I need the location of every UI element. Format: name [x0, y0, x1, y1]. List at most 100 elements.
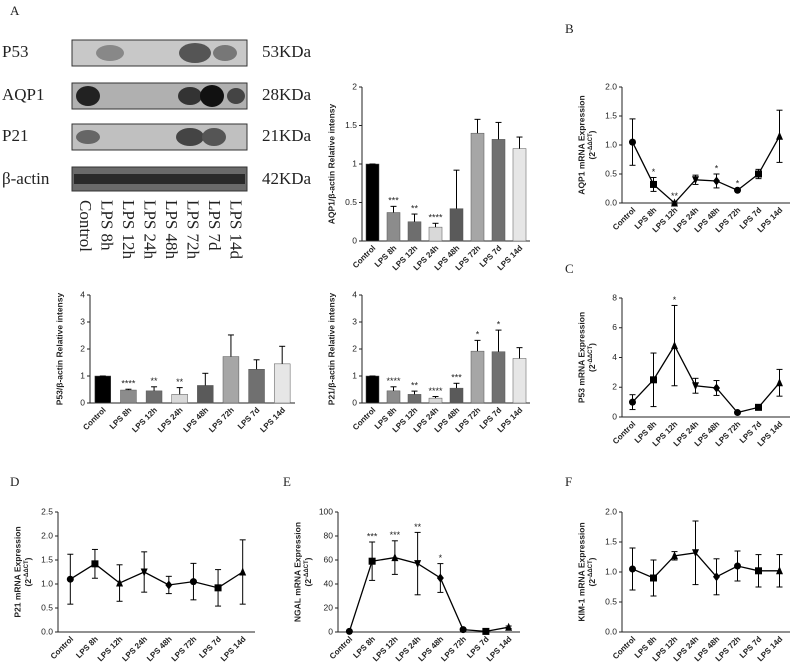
- panel-label: A: [10, 3, 20, 18]
- lane-label: LPS 72h: [184, 200, 203, 260]
- significance: ****: [121, 379, 136, 389]
- marker: [692, 549, 699, 558]
- bar: [428, 397, 443, 404]
- unit-part: -ΔΔCT: [588, 133, 594, 152]
- marker: [165, 580, 173, 590]
- x-tick-label: LPS 48h: [145, 634, 174, 663]
- bar: [273, 363, 291, 404]
- band: [213, 45, 237, 61]
- size-label: 53KDa: [262, 42, 312, 61]
- marker: [755, 170, 762, 178]
- band: [96, 45, 124, 61]
- y-tick-label: 3: [352, 316, 357, 326]
- bar: [248, 369, 265, 404]
- y-tick-label: 0.0: [41, 626, 53, 636]
- x-tick-label: LPS 24h: [156, 405, 185, 434]
- y-tick-label: 2: [80, 343, 85, 353]
- marker: [713, 572, 720, 582]
- y-tick-label: 4: [352, 289, 357, 299]
- marker: [650, 376, 657, 384]
- significance: ****: [428, 213, 443, 223]
- y-tick-label: 1: [352, 158, 357, 168]
- lane-label: LPS 8h: [98, 200, 117, 251]
- y-tick-label: 2.0: [605, 506, 617, 516]
- lane-label: LPS 7d: [205, 200, 224, 251]
- y-tick-label: 1.0: [605, 139, 617, 149]
- marker: [692, 382, 699, 391]
- marker: [189, 578, 197, 586]
- y-tick-label: 1.5: [605, 110, 617, 120]
- x-tick-label: Control: [351, 244, 377, 270]
- marker: [629, 565, 636, 573]
- bar: [470, 350, 485, 404]
- band: [74, 174, 245, 184]
- y-tick-label: 0: [328, 626, 333, 636]
- panel-label: D: [10, 474, 19, 489]
- marker: [629, 398, 636, 406]
- y-tick-label: 0.5: [41, 602, 53, 612]
- panel-label: B: [565, 21, 574, 36]
- unit-part: ): [587, 557, 597, 560]
- y-tick-label: 0: [352, 397, 357, 407]
- x-tick-label: Control: [611, 635, 637, 661]
- significance: ***: [367, 531, 378, 541]
- line: [348, 556, 509, 633]
- y-tick-label: 60: [324, 554, 334, 564]
- protein-label: P53: [2, 42, 28, 61]
- unit-part: ): [303, 557, 313, 560]
- marker: [755, 567, 762, 575]
- y-axis-unit: (2-ΔΔCT): [23, 557, 33, 586]
- marker: [776, 378, 783, 387]
- y-tick-label: 2: [352, 343, 357, 353]
- y-axis-label: AQP1 mRNA Expression: [576, 95, 586, 194]
- bar: [428, 226, 443, 242]
- marker: [650, 574, 657, 582]
- y-axis-label: P53 mRNA Expression: [576, 312, 586, 403]
- x-tick-label: Control: [328, 635, 354, 661]
- bar: [171, 394, 188, 404]
- blot: P53 AQP1 P21 β-actin 53KDa 28KDa 21KDa 4…: [2, 39, 312, 192]
- x-tick-label: LPS 72h: [207, 405, 236, 434]
- marker: [629, 138, 636, 146]
- marker: [776, 131, 783, 140]
- significance: ***: [390, 530, 401, 540]
- x-tick-label: Control: [611, 206, 637, 232]
- band: [202, 128, 226, 146]
- y-axis-label: P21 mRNA Expression: [12, 526, 22, 617]
- y-tick-label: 0.0: [605, 197, 617, 207]
- band: [227, 88, 245, 104]
- x-tick-label: LPS 48h: [182, 405, 211, 434]
- size-label: 28KDa: [262, 85, 312, 104]
- x-tick-label: LPS 14d: [219, 634, 248, 663]
- y-tick-label: 0: [352, 235, 357, 245]
- y-axis-unit: (2-ΔΔCT): [587, 557, 597, 586]
- marker: [66, 575, 74, 583]
- marker: [650, 180, 657, 188]
- x-tick-label: LPS 24h: [120, 634, 149, 663]
- significance: **: [671, 191, 679, 201]
- unit-part: (2: [587, 364, 597, 372]
- significance: *: [497, 319, 501, 329]
- protein-label: AQP1: [2, 85, 45, 104]
- y-axis-label: AQP1/β-actin Relative intensy: [326, 104, 336, 225]
- y-tick-label: 4: [612, 352, 617, 362]
- unit-part: ): [587, 343, 597, 346]
- marker: [713, 176, 720, 186]
- y-tick-label: 100: [319, 506, 333, 516]
- y-tick-label: 2: [352, 81, 357, 91]
- y-axis-unit: (2-ΔΔCT): [587, 343, 597, 372]
- bar: [407, 221, 422, 242]
- protein-label: β-actin: [2, 169, 50, 188]
- unit-part: -ΔΔCT: [588, 345, 594, 364]
- band: [176, 128, 204, 146]
- size-label: 21KDa: [262, 126, 312, 145]
- significance: ***: [388, 196, 399, 206]
- significance: *: [673, 295, 677, 305]
- significance: **: [411, 380, 419, 390]
- panel-label: E: [283, 474, 291, 489]
- lane-label: LPS 24h: [141, 200, 160, 260]
- bar: [365, 163, 380, 242]
- y-tick-label: 1: [352, 370, 357, 380]
- y-tick-label: 3: [80, 316, 85, 326]
- unit-part: (2: [587, 579, 597, 587]
